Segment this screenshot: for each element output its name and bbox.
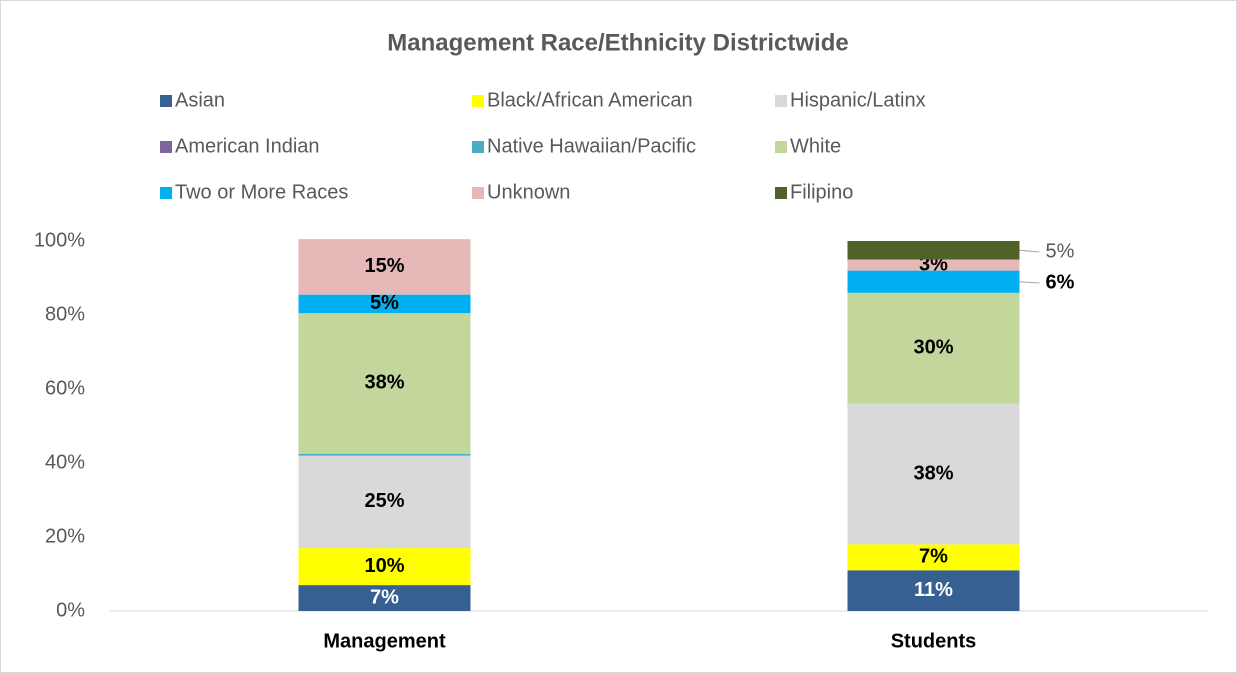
legend-label: Filipino <box>790 181 853 203</box>
bar-segment <box>298 455 471 549</box>
bar-segment <box>847 544 1020 571</box>
y-tick-label: 80% <box>45 303 85 325</box>
legend-swatch <box>472 95 484 107</box>
legend-swatch <box>160 187 172 199</box>
bar-segment <box>847 570 1020 611</box>
y-tick-label: 20% <box>45 525 85 547</box>
bar-segment <box>847 259 1020 271</box>
legend-swatch <box>775 95 787 107</box>
y-tick-label: 0% <box>56 599 85 621</box>
legend-label: American Indian <box>175 135 320 157</box>
data-label: 15% <box>364 255 404 277</box>
bar-segment <box>298 313 471 454</box>
chart-title: Management Race/Ethnicity Districtwide <box>387 29 848 56</box>
legend-swatch <box>160 141 172 153</box>
y-tick-label: 40% <box>45 451 85 473</box>
data-label: 11% <box>914 579 953 601</box>
data-label: 5% <box>1046 240 1075 262</box>
legend-swatch <box>775 141 787 153</box>
legend-label: Black/African American <box>487 89 693 111</box>
leader-line <box>1019 281 1040 284</box>
data-label: 25% <box>364 490 404 512</box>
bar-segment <box>298 585 471 611</box>
x-tick-label: Management <box>323 630 446 652</box>
data-label: 7% <box>370 586 399 608</box>
legend-label: Two or More Races <box>175 181 348 203</box>
data-label: 5% <box>370 292 399 314</box>
legend-label: White <box>790 135 841 157</box>
x-tick-label: Students <box>891 630 977 652</box>
data-label: 7% <box>919 546 948 568</box>
data-label: 38% <box>913 462 953 484</box>
legend-label: Unknown <box>487 181 570 203</box>
data-label: 30% <box>913 337 953 359</box>
legend-swatch <box>472 141 484 153</box>
bar-segment <box>298 294 471 314</box>
legend-swatch <box>160 95 172 107</box>
data-label: 38% <box>364 372 404 394</box>
bar-segment <box>847 403 1020 545</box>
bar-segment <box>847 270 1020 293</box>
legend-label: Hispanic/Latinx <box>790 89 926 111</box>
bar-segment <box>298 453 471 456</box>
bar-segment <box>847 241 1020 260</box>
legend-label: Native Hawaiian/Pacific <box>487 135 696 157</box>
legend-swatch <box>472 187 484 199</box>
bar-segment <box>298 548 471 586</box>
legend-label: Asian <box>175 89 225 111</box>
y-tick-label: 100% <box>34 229 85 251</box>
leader-line <box>1019 249 1040 253</box>
bar-segment <box>847 292 1020 404</box>
data-label: 6% <box>1046 271 1075 293</box>
legend-swatch <box>775 187 787 199</box>
bar-segment <box>298 239 471 295</box>
data-label: 10% <box>364 555 404 577</box>
y-tick-label: 60% <box>45 377 85 399</box>
